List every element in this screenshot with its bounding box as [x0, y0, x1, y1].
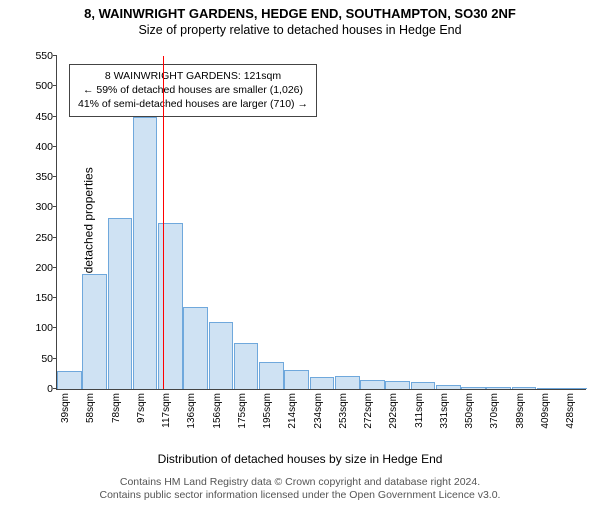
footer: Contains HM Land Registry data © Crown c… — [0, 476, 600, 502]
x-tick-label: 58sqm — [85, 393, 96, 423]
y-tick-label: 150 — [19, 292, 53, 304]
y-tick-mark — [53, 116, 57, 117]
x-tick-label: 409sqm — [540, 393, 551, 429]
y-tick-label: 50 — [19, 353, 53, 365]
histogram-bar — [108, 218, 133, 389]
y-tick-mark — [53, 237, 57, 238]
histogram-bar — [512, 387, 537, 389]
y-tick-mark — [53, 176, 57, 177]
x-tick-label: 117sqm — [161, 393, 172, 428]
histogram-bar — [209, 322, 234, 389]
y-tick-mark — [53, 358, 57, 359]
x-tick-label: 370sqm — [489, 393, 500, 429]
y-tick-label: 300 — [19, 201, 53, 213]
annotation-line2: ← 59% of detached houses are smaller (1,… — [78, 83, 308, 97]
histogram-bar — [310, 377, 335, 389]
histogram-bar — [436, 385, 461, 389]
plot-area: 8 WAINWRIGHT GARDENS: 121sqm ← 59% of de… — [56, 56, 586, 390]
y-tick-label: 250 — [19, 232, 53, 244]
y-tick-label: 100 — [19, 322, 53, 334]
footer-line2: Contains public sector information licen… — [0, 489, 600, 502]
histogram-bar — [284, 370, 309, 389]
x-tick-label: 78sqm — [111, 393, 122, 423]
y-tick-label: 0 — [19, 383, 53, 395]
histogram-bar — [461, 387, 486, 389]
x-tick-label: 292sqm — [388, 393, 399, 429]
y-tick-label: 450 — [19, 111, 53, 123]
y-tick-mark — [53, 85, 57, 86]
histogram-bar — [259, 362, 284, 389]
annotation-line1: 8 WAINWRIGHT GARDENS: 121sqm — [78, 69, 308, 83]
annotation-line3: 41% of semi-detached houses are larger (… — [78, 97, 308, 111]
reference-line — [163, 56, 164, 389]
x-tick-label: 214sqm — [287, 393, 298, 429]
page-title-line2: Size of property relative to detached ho… — [0, 23, 600, 37]
histogram-bar — [385, 381, 410, 389]
x-tick-label: 389sqm — [515, 393, 526, 429]
histogram-bar — [537, 388, 562, 389]
histogram-bar — [562, 388, 587, 389]
x-tick-label: 97sqm — [136, 393, 147, 423]
x-tick-label: 331sqm — [439, 393, 450, 429]
histogram-bar — [82, 274, 107, 389]
x-tick-label: 311sqm — [414, 393, 425, 428]
histogram-bar — [234, 343, 259, 389]
x-tick-label: 156sqm — [212, 393, 223, 429]
x-tick-label: 175sqm — [237, 393, 248, 429]
histogram-bar — [335, 376, 360, 389]
histogram-bar — [183, 307, 208, 389]
y-tick-mark — [53, 55, 57, 56]
x-tick-label: 428sqm — [565, 393, 576, 429]
y-tick-mark — [53, 297, 57, 298]
y-tick-label: 200 — [19, 262, 53, 274]
x-tick-label: 272sqm — [363, 393, 374, 429]
histogram-bar — [411, 382, 436, 389]
x-tick-label: 39sqm — [60, 393, 71, 423]
x-tick-label: 350sqm — [464, 393, 475, 429]
histogram-bar — [360, 380, 385, 389]
histogram-bar — [57, 371, 82, 389]
y-tick-mark — [53, 206, 57, 207]
histogram-bar — [486, 387, 511, 389]
chart-area: Number of detached properties 8 WAINWRIG… — [0, 50, 600, 450]
x-tick-label: 253sqm — [338, 393, 349, 429]
y-tick-label: 500 — [19, 80, 53, 92]
y-tick-mark — [53, 146, 57, 147]
footer-line1: Contains HM Land Registry data © Crown c… — [0, 476, 600, 489]
y-tick-mark — [53, 327, 57, 328]
histogram-bar — [158, 223, 183, 390]
x-tick-label: 234sqm — [313, 393, 324, 429]
page-title-line1: 8, WAINWRIGHT GARDENS, HEDGE END, SOUTHA… — [0, 6, 600, 21]
histogram-bar — [133, 117, 158, 389]
y-tick-label: 400 — [19, 141, 53, 153]
x-tick-label: 136sqm — [186, 393, 197, 429]
y-tick-mark — [53, 267, 57, 268]
y-tick-label: 350 — [19, 171, 53, 183]
y-tick-label: 550 — [19, 50, 53, 62]
annotation-box: 8 WAINWRIGHT GARDENS: 121sqm ← 59% of de… — [69, 64, 317, 117]
x-axis-label: Distribution of detached houses by size … — [0, 452, 600, 466]
x-tick-label: 195sqm — [262, 393, 273, 429]
